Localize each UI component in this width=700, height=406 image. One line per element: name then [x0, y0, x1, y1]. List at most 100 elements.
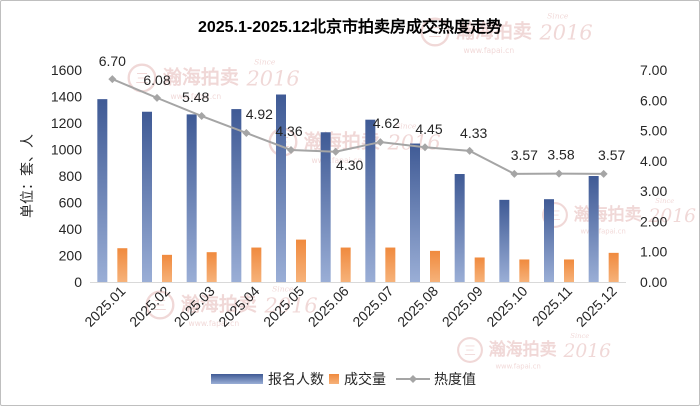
legend-swatch-deals	[329, 374, 339, 384]
svg-text:2016: 2016	[246, 67, 300, 91]
bar-deals	[430, 250, 440, 282]
bar-enrollment	[276, 94, 286, 282]
heat-line	[111, 78, 604, 175]
x-tick-label: 2025.08	[394, 283, 441, 330]
heat-data-label: 3.57	[598, 147, 625, 163]
legend-label-deals: 成交量	[344, 371, 386, 388]
bar-enrollment	[588, 176, 599, 282]
heat-data-label: 3.58	[547, 147, 574, 163]
heat-data-label: 4.30	[336, 157, 363, 173]
y2-tick-label: 1.00	[640, 244, 667, 260]
svg-text:三: 三	[153, 299, 166, 314]
y-tick-label: 1000	[51, 142, 82, 158]
y-tick-label: 1400	[51, 89, 82, 105]
heat-point	[510, 169, 519, 178]
bar-enrollment	[544, 199, 554, 282]
svg-text:三: 三	[464, 343, 476, 357]
heat-point	[197, 112, 206, 121]
y-tick-label: 800	[59, 168, 83, 184]
x-tick-label: 2025.12	[573, 283, 620, 330]
svg-text:www.fapai.cn: www.fapai.cn	[189, 319, 240, 328]
svg-text:瀚海拍卖: 瀚海拍卖	[573, 204, 642, 225]
y-tick-label: 1600	[51, 62, 82, 78]
svg-text:www.fapai.cn: www.fapai.cn	[464, 46, 515, 55]
heat-data-label: 4.33	[460, 125, 487, 141]
bar-deals	[162, 254, 172, 282]
bar-enrollment	[365, 119, 376, 282]
svg-text:Since: Since	[272, 285, 294, 294]
bar-deals	[251, 247, 262, 282]
x-tick-label: 2025.11	[529, 283, 576, 330]
bar-enrollment	[499, 199, 510, 282]
svg-text:2016: 2016	[264, 294, 318, 318]
heat-point	[376, 138, 385, 147]
svg-text:www.fapai.cn: www.fapai.cn	[171, 92, 222, 101]
watermark: 三瀚海拍卖 2016Since www.fapai.cn	[145, 285, 318, 328]
heat-data-label: 3.57	[511, 147, 538, 163]
x-tick-label: 2025.01	[81, 283, 128, 330]
svg-text:www.fapai.cn: www.fapai.cn	[312, 156, 363, 165]
heat-point	[599, 169, 608, 178]
y-tick-label: 1200	[51, 115, 82, 131]
y2-tick-label: 0.00	[640, 274, 667, 290]
bar-enrollment	[142, 111, 152, 282]
y-axis-label: 单位：套、人	[20, 134, 36, 218]
heat-data-label: 6.08	[143, 72, 170, 88]
bar-deals	[206, 252, 217, 282]
bar-deals	[296, 239, 306, 282]
x-tick-label: 2025.10	[483, 283, 530, 330]
y2-tick-label: 5.00	[640, 123, 667, 139]
svg-text:Since: Since	[570, 332, 589, 340]
heat-point	[555, 169, 563, 178]
heat-data-label: 4.92	[246, 106, 273, 122]
bar-deals	[474, 257, 485, 282]
svg-text:Since: Since	[254, 58, 276, 67]
y2-tick-label: 3.00	[640, 183, 667, 199]
heat-point	[465, 146, 474, 155]
svg-text:Since: Since	[395, 122, 417, 131]
svg-text:www.fapai.cn: www.fapai.cn	[496, 363, 541, 371]
y2-tick-label: 6.00	[640, 92, 667, 108]
bar-deals	[608, 252, 619, 282]
y2-tick-label: 7.00	[640, 62, 667, 78]
svg-text:瀚海拍卖: 瀚海拍卖	[455, 20, 532, 43]
heat-data-label: 4.45	[415, 121, 442, 137]
bar-enrollment	[320, 132, 331, 282]
legend-label-enrollment: 报名人数	[268, 372, 324, 388]
svg-text:Since: Since	[547, 12, 569, 21]
heat-point	[421, 143, 429, 152]
svg-text:三: 三	[428, 26, 441, 41]
heat-data-label: 4.36	[275, 123, 302, 139]
heat-point	[108, 75, 117, 84]
heat-point	[153, 93, 161, 102]
svg-text:瀚海拍卖: 瀚海拍卖	[488, 339, 557, 360]
y-tick-label: 200	[59, 248, 83, 264]
legend-label-heat: 热度值	[434, 372, 476, 388]
heat-point	[287, 145, 295, 154]
bar-deals	[340, 247, 351, 282]
legend-marker-heat	[409, 375, 417, 383]
svg-text:2016: 2016	[648, 206, 697, 227]
bar-enrollment	[186, 114, 197, 282]
heat-data-label: 4.62	[373, 115, 400, 131]
y-tick-label: 600	[59, 195, 83, 211]
svg-text:Since: Since	[655, 197, 674, 205]
bar-enrollment	[410, 143, 420, 282]
bar-deals	[117, 248, 128, 282]
bar-deals	[519, 259, 530, 282]
y2-tick-label: 4.00	[640, 153, 667, 169]
svg-text:瀚海拍卖: 瀚海拍卖	[180, 293, 257, 316]
bar-deals	[385, 247, 396, 282]
svg-text:瀚海拍卖: 瀚海拍卖	[162, 66, 239, 89]
bar-deals	[564, 259, 574, 282]
heat-point	[331, 147, 340, 156]
bar-enrollment	[454, 174, 465, 282]
legend-swatch-enrollment	[211, 374, 263, 384]
svg-text:www.fapai.cn: www.fapai.cn	[581, 228, 626, 236]
y2-tick-label: 2.00	[640, 213, 667, 229]
